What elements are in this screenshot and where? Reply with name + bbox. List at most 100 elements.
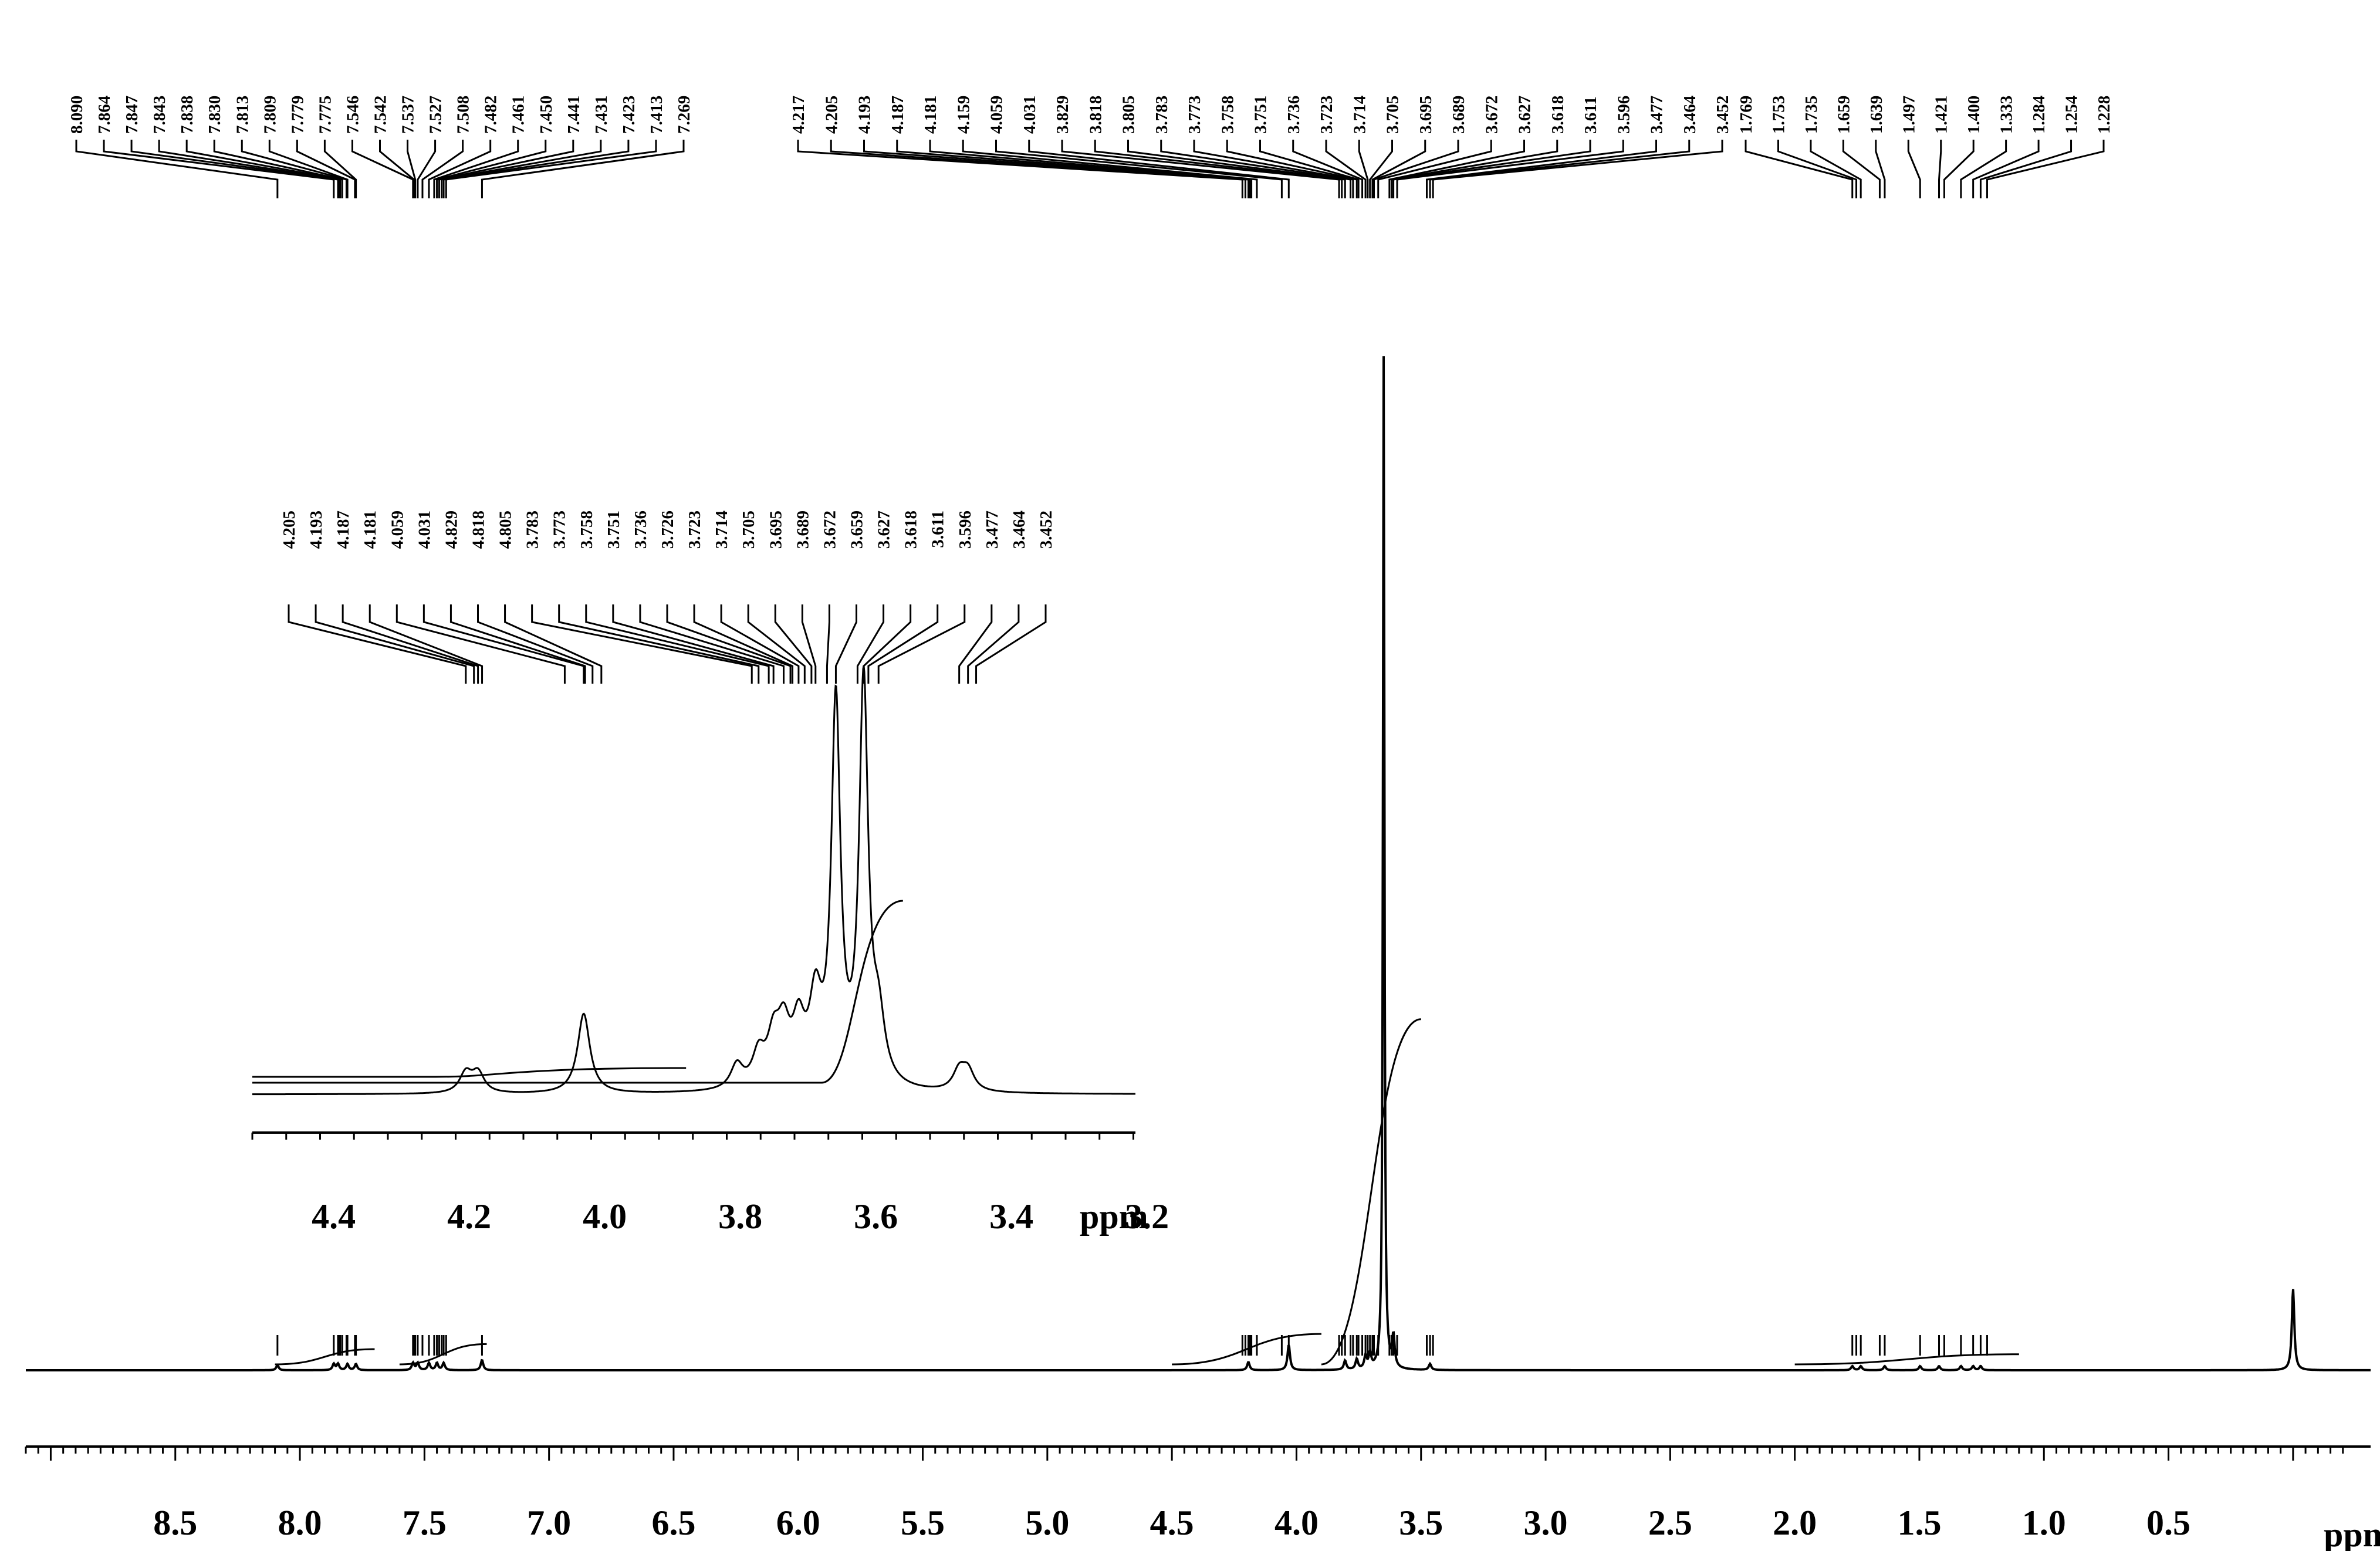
main-peak-label: 3.773	[1185, 96, 1204, 134]
inset-x-tick-label: 4.0	[583, 1197, 627, 1236]
inset-x-tick-label: 3.4	[989, 1197, 1033, 1236]
inset-expansion: 4.4 4.2 4.0 3.8 3.6 3.4 3.2 ppm 4.205 4.193 4.18…	[251, 511, 1169, 1236]
inset-peak-leader	[693, 604, 794, 684]
main-peak-leader	[421, 140, 464, 198]
inset-peak-leader	[477, 604, 594, 684]
main-peak-label: 7.413	[647, 96, 666, 134]
main-peak-leader	[1061, 140, 1340, 198]
inset-x-tick-label: 3.8	[718, 1197, 762, 1236]
inset-peak-leader	[863, 604, 912, 684]
main-peak-leader	[1426, 140, 1657, 198]
main-peak-leader	[1875, 140, 1886, 198]
main-peak-label: 7.431	[592, 96, 611, 134]
inset-peak-label: 3.758	[577, 511, 596, 549]
main-peak-leader	[442, 140, 630, 198]
main-x-tick-label: 1.0	[2022, 1503, 2066, 1542]
main-peak-leader	[1391, 140, 1559, 198]
inset-peak-label: 3.596	[956, 511, 975, 549]
inset-peak-leader	[504, 604, 603, 684]
inset-peak-label: 4.818	[469, 511, 488, 549]
main-peak-label: 4.187	[888, 96, 907, 134]
main-x-tick-label: 4.0	[1274, 1503, 1319, 1542]
main-peak-leader	[158, 140, 340, 198]
main-peak-label: 3.596	[1614, 96, 1633, 134]
main-x-tick-label: 6.0	[776, 1503, 820, 1542]
main-peak-label: 1.421	[1932, 96, 1951, 134]
inset-peak-leader	[975, 604, 1047, 684]
main-peak-label: 7.830	[205, 96, 224, 134]
integral-curve	[1321, 1018, 1421, 1366]
main-peak-leader	[481, 140, 685, 198]
integral-curve	[1172, 1333, 1321, 1366]
main-x-tick-label: 7.5	[403, 1503, 447, 1542]
main-peak-label: 4.181	[921, 96, 940, 134]
main-peak-leader	[1292, 140, 1364, 198]
main-peak-label: 1.753	[1769, 96, 1788, 134]
main-peak-label: 7.461	[509, 96, 528, 134]
main-peak-label: 4.217	[789, 96, 808, 134]
inset-peak-leader	[585, 604, 770, 684]
main-peak-leader	[1226, 140, 1358, 198]
main-peak-leader	[75, 140, 279, 198]
inset-peak-label: 3.672	[820, 511, 839, 549]
main-x-tick-label: 5.5	[901, 1503, 945, 1542]
main-peak-leader	[1429, 140, 1691, 198]
main-x-tick-label: 6.5	[651, 1503, 695, 1542]
main-peak-label: 7.542	[371, 96, 390, 134]
main-peak-leader	[1193, 140, 1354, 198]
main-peak-label: 7.779	[288, 96, 307, 134]
main-peak-leader	[1972, 140, 2040, 198]
inset-x-tick-label: 3.6	[854, 1197, 898, 1236]
main-x-tick-label: 3.5	[1399, 1503, 1443, 1542]
main-peak-label: 3.672	[1482, 96, 1501, 134]
main-peak-label: 3.751	[1252, 96, 1270, 134]
main-peak-leader	[436, 140, 547, 198]
main-peak-leader	[241, 140, 347, 198]
inset-peak-leader	[449, 604, 586, 684]
main-peak-label: 3.723	[1317, 96, 1336, 134]
inset-peak-leader	[315, 604, 475, 684]
main-peak-leader	[962, 140, 1258, 198]
main-peak-leader	[417, 140, 437, 198]
main-peak-leader	[103, 140, 335, 198]
main-peak-leader	[438, 140, 574, 198]
inset-peak-label: 3.627	[875, 511, 894, 549]
main-peak-leader	[1127, 140, 1346, 198]
main-peak-leader	[929, 140, 1253, 198]
main-peak-label: 7.482	[482, 96, 501, 134]
inset-peak-label: 4.805	[496, 511, 515, 549]
main-peak-leader	[441, 140, 602, 198]
main-peak-leader	[1371, 140, 1426, 198]
main-peak-leader	[1842, 140, 1881, 198]
inset-peak-leader	[558, 604, 760, 684]
inset-peak-label: 3.618	[902, 511, 921, 549]
main-peak-label: 3.736	[1284, 96, 1303, 134]
inset-peak-leader	[666, 604, 792, 684]
main-peak-label: 3.611	[1581, 96, 1600, 134]
inset-spectrum	[252, 665, 1135, 1096]
inset-peak-label: 4.059	[388, 511, 407, 549]
main-peak-label: 1.400	[1965, 96, 1983, 134]
main-peak-label: 7.508	[454, 96, 473, 134]
inset-peak-label: 3.751	[604, 511, 623, 549]
main-peak-label: 3.452	[1713, 96, 1732, 134]
main-peak-leader	[1960, 140, 2007, 198]
main-peak-leader	[379, 140, 415, 198]
main-peak-label: 4.159	[954, 96, 973, 134]
main-peak-leader	[1777, 140, 1858, 198]
main-peak-label: 7.847	[123, 96, 141, 134]
main-peak-label: 1.497	[1899, 96, 1918, 134]
main-peak-leader	[1377, 140, 1492, 198]
main-peak-labels: 8.090 7.864 7.847 7.843 7.838 7.830 7.813 7.809…	[67, 96, 2114, 134]
inset-peak-leader	[826, 604, 830, 684]
main-peak-leader	[1396, 140, 1624, 198]
integral-curve	[1794, 1353, 2019, 1366]
main-peak-leader	[407, 140, 417, 198]
inset-peak-label: 3.723	[685, 511, 704, 549]
main-peak-label: 7.527	[427, 96, 445, 134]
integral-curve	[275, 1348, 375, 1366]
main-peak-leader	[1259, 140, 1360, 198]
main-x-tick-label: 8.0	[278, 1503, 322, 1542]
main-peak-leader	[797, 140, 1243, 198]
main-peak-leader	[1907, 140, 1921, 198]
